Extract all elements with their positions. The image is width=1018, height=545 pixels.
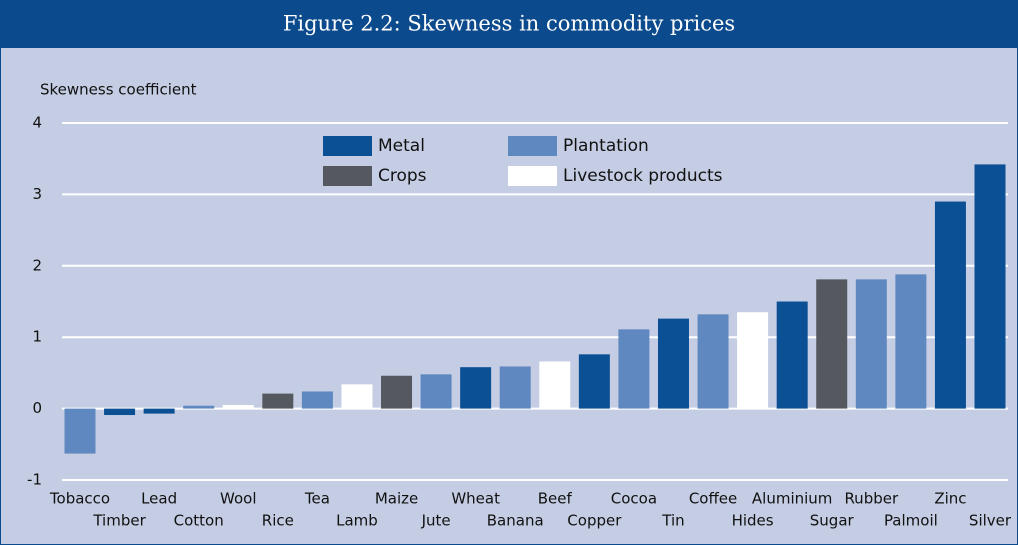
x-tick-label: Tea <box>304 490 330 508</box>
legend-label: Plantation <box>563 136 649 156</box>
bar <box>381 375 413 409</box>
legend-swatch <box>323 136 372 156</box>
x-tick-label: Lamb <box>336 512 378 530</box>
bar <box>460 367 492 409</box>
title-banner <box>0 0 1018 48</box>
y-tick-label: 2 <box>32 256 42 274</box>
bar <box>816 279 848 409</box>
y-tick-label: 0 <box>32 399 42 417</box>
x-tick-label: Coffee <box>689 490 737 508</box>
legend-swatch <box>508 136 557 156</box>
x-tick-label: Zinc <box>934 490 966 508</box>
bar <box>262 393 294 409</box>
y-axis-label: Skewness coefficient <box>40 81 197 99</box>
x-tick-label: Aluminium <box>752 490 833 508</box>
x-tick-label: Banana <box>487 512 544 530</box>
x-tick-label: Copper <box>567 512 622 530</box>
x-tick-label: Tin <box>661 512 684 530</box>
y-tick-label: 1 <box>32 328 42 346</box>
legend-label: Metal <box>378 136 425 156</box>
bar <box>618 329 650 409</box>
bar <box>104 408 136 416</box>
x-tick-label: Hides <box>732 512 774 530</box>
bar <box>974 164 1006 409</box>
bar <box>539 361 571 409</box>
bar <box>420 374 452 409</box>
bar <box>222 405 254 409</box>
x-tick-label: Silver <box>969 512 1012 530</box>
y-tick-label: 3 <box>32 185 42 203</box>
x-tick-label: Beef <box>538 490 573 508</box>
x-tick-label: Cocoa <box>611 490 657 508</box>
legend-label: Crops <box>378 166 427 186</box>
bar <box>301 391 333 409</box>
legend-label: Livestock products <box>563 166 723 186</box>
x-tick-label: Tobacco <box>49 490 110 508</box>
bar <box>341 384 373 409</box>
bar <box>183 405 215 409</box>
bar <box>64 408 96 454</box>
x-tick-label: Timber <box>92 512 146 530</box>
legend-swatch <box>508 166 557 186</box>
x-tick-label: Maize <box>375 490 418 508</box>
bar <box>578 354 610 409</box>
x-tick-label: Rice <box>262 512 294 530</box>
x-tick-label: Sugar <box>810 512 855 530</box>
x-tick-label: Cotton <box>174 512 224 530</box>
chart-title: Figure 2.2: Skewness in commodity prices <box>283 12 735 36</box>
bar <box>499 366 531 409</box>
y-tick-label: 4 <box>32 114 42 132</box>
bar <box>895 274 927 409</box>
x-tick-label: Jute <box>421 512 451 530</box>
y-tick-label: -1 <box>27 471 42 489</box>
legend-swatch <box>323 166 372 186</box>
x-tick-label: Palmoil <box>884 512 938 530</box>
bar <box>776 301 808 409</box>
bar <box>697 314 729 409</box>
bar <box>737 312 769 409</box>
x-tick-label: Wheat <box>451 490 500 508</box>
bar <box>855 279 887 409</box>
bar <box>934 201 966 409</box>
bar <box>143 408 175 414</box>
x-tick-label: Wool <box>220 490 256 508</box>
x-tick-label: Rubber <box>844 490 899 508</box>
bar <box>657 318 689 409</box>
x-tick-label: Lead <box>141 490 177 508</box>
